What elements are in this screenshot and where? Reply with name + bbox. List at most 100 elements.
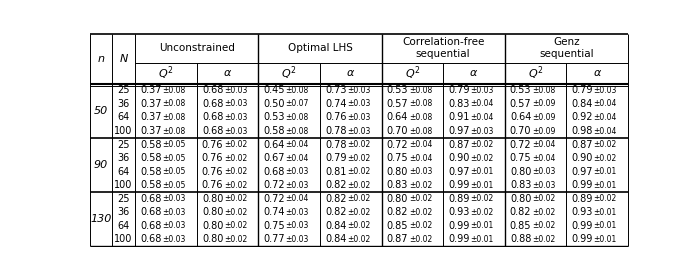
Text: $Q^2$: $Q^2$ [158, 65, 174, 82]
Text: ±0.01: ±0.01 [470, 235, 493, 244]
Text: 0.82: 0.82 [325, 194, 347, 204]
Text: ±0.05: ±0.05 [162, 140, 186, 149]
Text: ±0.08: ±0.08 [162, 86, 185, 95]
Text: 0.72: 0.72 [264, 194, 285, 204]
Text: 0.72: 0.72 [387, 140, 408, 150]
Text: Correlation-free: Correlation-free [402, 37, 484, 47]
Text: 0.70: 0.70 [510, 126, 531, 136]
Text: ±0.04: ±0.04 [593, 127, 617, 135]
Text: ±0.02: ±0.02 [224, 207, 247, 217]
Text: 0.81: 0.81 [325, 166, 347, 176]
Text: 0.93: 0.93 [448, 207, 470, 217]
Text: ±0.02: ±0.02 [409, 181, 432, 189]
Text: 0.64: 0.64 [264, 140, 285, 150]
Text: ±0.02: ±0.02 [532, 207, 555, 217]
Text: ±0.09: ±0.09 [532, 113, 555, 122]
Text: ±0.04: ±0.04 [285, 153, 309, 163]
Text: ±0.08: ±0.08 [409, 113, 432, 122]
Text: ±0.08: ±0.08 [409, 86, 432, 95]
Text: 0.78: 0.78 [325, 140, 347, 150]
Text: 0.64: 0.64 [387, 112, 408, 122]
Text: 0.75: 0.75 [387, 153, 408, 163]
Text: Unconstrained: Unconstrained [159, 43, 235, 53]
Text: 25: 25 [117, 140, 130, 150]
Text: ±0.01: ±0.01 [593, 207, 617, 217]
Text: 0.53: 0.53 [510, 86, 531, 96]
Text: 0.53: 0.53 [264, 112, 285, 122]
Text: ±0.03: ±0.03 [285, 221, 309, 230]
Text: ±0.03: ±0.03 [162, 235, 186, 244]
Text: 50: 50 [94, 106, 108, 116]
Text: ±0.02: ±0.02 [347, 153, 370, 163]
Text: 0.87: 0.87 [387, 234, 408, 244]
Text: ±0.03: ±0.03 [470, 127, 493, 135]
Text: 64: 64 [117, 112, 130, 122]
Text: ±0.08: ±0.08 [162, 113, 185, 122]
Text: 0.99: 0.99 [572, 234, 593, 244]
Text: 100: 100 [115, 180, 133, 190]
Text: $Q^2$: $Q^2$ [405, 65, 420, 82]
Text: 0.80: 0.80 [202, 234, 223, 244]
Text: ±0.02: ±0.02 [470, 207, 493, 217]
Text: 0.76: 0.76 [202, 166, 223, 176]
Text: 0.76: 0.76 [325, 112, 347, 122]
Text: 0.80: 0.80 [387, 194, 408, 204]
Text: ±0.01: ±0.01 [593, 221, 617, 230]
Text: 0.99: 0.99 [572, 180, 593, 190]
Text: ±0.03: ±0.03 [409, 167, 432, 176]
Text: 0.84: 0.84 [325, 220, 347, 231]
Text: 0.90: 0.90 [448, 153, 470, 163]
Text: ±0.03: ±0.03 [285, 207, 309, 217]
Text: 0.80: 0.80 [510, 166, 531, 176]
Text: 0.58: 0.58 [140, 180, 161, 190]
Text: 0.80: 0.80 [202, 194, 223, 204]
Text: ±0.04: ±0.04 [470, 113, 493, 122]
Text: 0.99: 0.99 [448, 180, 470, 190]
Text: 0.83: 0.83 [510, 180, 531, 190]
Text: 0.82: 0.82 [387, 207, 408, 217]
Text: ±0.03: ±0.03 [285, 167, 309, 176]
Text: $\alpha$: $\alpha$ [223, 68, 232, 78]
Text: ±0.07: ±0.07 [285, 99, 309, 109]
Text: 0.70: 0.70 [387, 126, 408, 136]
Text: 0.88: 0.88 [510, 234, 531, 244]
Text: 0.45: 0.45 [264, 86, 285, 96]
Text: 0.57: 0.57 [510, 99, 531, 109]
Text: 0.68: 0.68 [140, 194, 161, 204]
Text: 100: 100 [115, 234, 133, 244]
Text: ±0.01: ±0.01 [593, 181, 617, 189]
Text: 0.37: 0.37 [140, 99, 161, 109]
Text: ±0.02: ±0.02 [409, 221, 432, 230]
Text: 0.80: 0.80 [387, 166, 408, 176]
Text: ±0.04: ±0.04 [285, 194, 309, 203]
Text: 0.75: 0.75 [264, 220, 285, 231]
Text: ±0.02: ±0.02 [532, 221, 555, 230]
Text: 0.85: 0.85 [387, 220, 408, 231]
Text: 0.79: 0.79 [448, 86, 470, 96]
Text: ±0.01: ±0.01 [470, 181, 493, 189]
Text: ±0.05: ±0.05 [162, 153, 186, 163]
Text: ±0.03: ±0.03 [470, 86, 493, 95]
Text: 0.72: 0.72 [264, 180, 285, 190]
Text: 36: 36 [117, 153, 130, 163]
Text: 0.97: 0.97 [571, 166, 593, 176]
Text: ±0.03: ±0.03 [162, 194, 186, 203]
Text: Optimal LHS: Optimal LHS [287, 43, 352, 53]
Text: sequential: sequential [416, 49, 470, 59]
Text: ±0.02: ±0.02 [593, 153, 617, 163]
Text: ±0.03: ±0.03 [224, 99, 247, 109]
Text: 0.97: 0.97 [448, 126, 470, 136]
Text: ±0.02: ±0.02 [347, 167, 370, 176]
Text: 0.89: 0.89 [448, 194, 470, 204]
Text: ±0.02: ±0.02 [224, 167, 247, 176]
Text: 130: 130 [90, 214, 112, 224]
Text: 0.79: 0.79 [571, 86, 593, 96]
Text: ±0.08: ±0.08 [285, 127, 309, 135]
Text: 0.72: 0.72 [510, 140, 531, 150]
Text: 0.37: 0.37 [140, 126, 161, 136]
Text: 0.90: 0.90 [572, 153, 593, 163]
Text: ±0.02: ±0.02 [224, 194, 247, 203]
Text: ±0.02: ±0.02 [347, 140, 370, 149]
Text: 0.76: 0.76 [202, 180, 223, 190]
Text: 0.82: 0.82 [325, 180, 347, 190]
